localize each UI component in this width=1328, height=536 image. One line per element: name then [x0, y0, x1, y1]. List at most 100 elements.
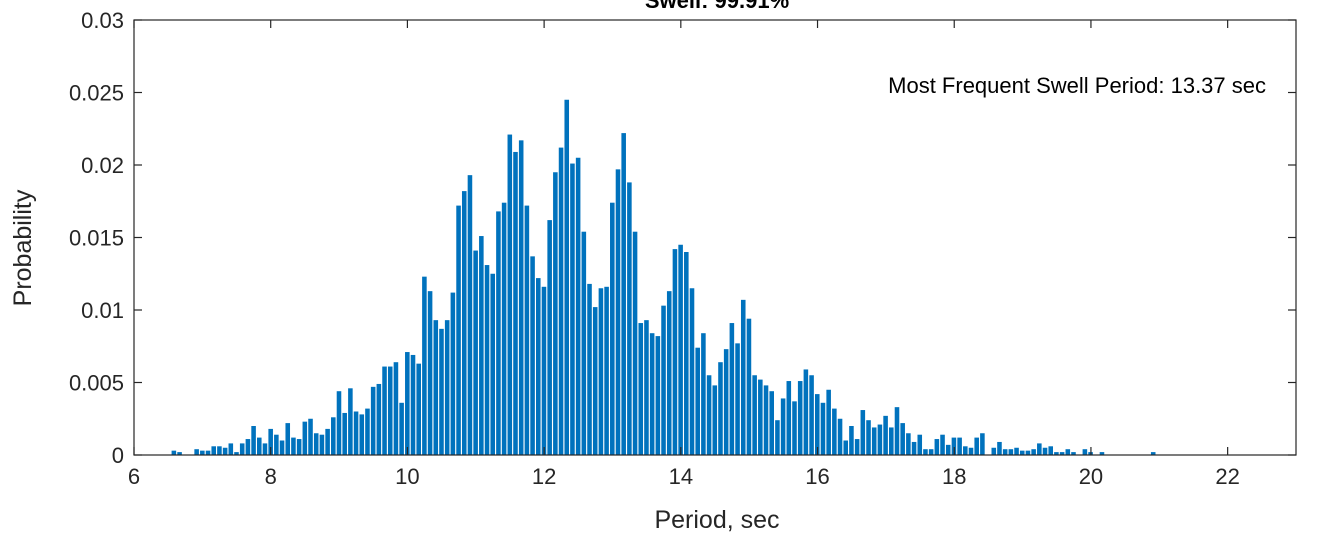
- histogram-bar: [678, 244, 683, 455]
- histogram-bar: [262, 443, 268, 455]
- histogram-bar: [1037, 443, 1042, 455]
- histogram-bar: [860, 410, 866, 455]
- histogram-bar: [854, 439, 860, 455]
- histogram-bar: [655, 336, 661, 455]
- histogram-bar: [536, 278, 541, 455]
- y-tick-label: 0.02: [81, 153, 124, 178]
- histogram-bar: [427, 291, 433, 455]
- y-tick-label: 0.005: [69, 371, 124, 396]
- histogram-bar: [843, 440, 849, 455]
- histogram-bar: [672, 249, 678, 455]
- histogram-bar: [450, 292, 456, 455]
- histogram-bar: [900, 423, 905, 455]
- histogram-bar: [325, 428, 330, 455]
- histogram-bar: [632, 231, 638, 455]
- histogram-bar: [365, 408, 370, 455]
- histogram-bar: [706, 375, 712, 455]
- histogram-bar: [911, 441, 917, 455]
- histogram-bar: [575, 157, 581, 455]
- histogram-bar: [461, 191, 467, 455]
- histogram-bar: [997, 441, 1002, 455]
- histogram-bar: [359, 414, 365, 455]
- x-tick-label: 6: [128, 464, 140, 489]
- histogram-bar: [797, 381, 803, 455]
- histogram-bar: [963, 446, 968, 455]
- histogram-bar: [410, 354, 416, 455]
- histogram-bar: [200, 450, 205, 455]
- histogram-bar: [940, 434, 945, 455]
- histogram-bar: [217, 446, 222, 455]
- y-tick-label: 0.025: [69, 81, 124, 106]
- histogram-bar: [234, 452, 239, 455]
- histogram-bar: [1014, 447, 1019, 455]
- histogram-bar: [319, 434, 325, 455]
- histogram-bar: [649, 333, 655, 455]
- histogram-bar: [501, 202, 507, 455]
- histogram-bar: [1054, 452, 1059, 455]
- histogram-bar: [524, 205, 530, 455]
- histogram-bar: [792, 401, 797, 455]
- histogram-bar: [353, 411, 359, 455]
- histogram-bar: [809, 375, 814, 455]
- histogram-bar: [849, 426, 854, 455]
- histogram-bar: [581, 231, 587, 455]
- bars-group: [171, 99, 1156, 456]
- histogram-bar: [348, 388, 353, 455]
- histogram-bar: [746, 318, 752, 455]
- histogram-bar: [291, 437, 296, 455]
- histogram-bar: [923, 449, 928, 455]
- histogram-bar: [194, 449, 199, 455]
- histogram-bar: [370, 386, 376, 455]
- histogram-bar: [285, 423, 291, 455]
- histogram-bar: [837, 418, 843, 455]
- histogram-bar: [991, 447, 997, 455]
- histogram-bar: [1002, 449, 1008, 455]
- histogram-bar: [615, 169, 621, 455]
- histogram-bar: [399, 402, 404, 455]
- histogram-bar: [228, 443, 234, 455]
- histogram-bar: [769, 391, 774, 455]
- histogram-bar: [496, 211, 501, 455]
- histogram-bar: [205, 450, 211, 455]
- x-tick-label: 20: [1079, 464, 1103, 489]
- y-axis-label: Probability: [9, 189, 37, 306]
- histogram-bar: [718, 362, 723, 455]
- histogram-bar: [405, 352, 410, 455]
- histogram-bar: [331, 417, 336, 455]
- histogram-bar: [957, 437, 962, 455]
- histogram-bar: [564, 99, 570, 455]
- histogram-bar: [780, 398, 786, 455]
- y-tick-label: 0.015: [69, 226, 124, 251]
- histogram-bar: [1042, 447, 1048, 455]
- histogram-bar: [820, 402, 826, 455]
- histogram-bar: [422, 276, 427, 455]
- histogram-bar: [1071, 452, 1076, 455]
- histogram-bar: [251, 426, 256, 455]
- histogram-bar: [484, 265, 490, 455]
- histogram-bar: [866, 420, 871, 455]
- y-tick-label: 0.03: [81, 8, 124, 33]
- histogram-bar: [570, 163, 575, 456]
- histogram-bar: [268, 428, 273, 455]
- histogram-bar: [928, 449, 934, 455]
- histogram-bar: [558, 147, 564, 455]
- histogram-bar: [644, 320, 649, 455]
- histogram-bar: [752, 375, 757, 455]
- histogram-bar: [177, 452, 182, 455]
- histogram-bar: [376, 383, 382, 455]
- histogram-bar: [814, 394, 820, 455]
- histogram-bar: [1150, 452, 1156, 455]
- histogram-bar: [1099, 452, 1105, 455]
- histogram-bar: [934, 439, 940, 455]
- histogram-bar: [871, 427, 877, 455]
- histogram-bar: [621, 133, 626, 455]
- histogram-bar: [257, 437, 262, 455]
- histogram-bar: [382, 366, 387, 455]
- histogram-bar: [945, 444, 951, 455]
- histogram-bar: [758, 379, 763, 455]
- chart-title: Swell: 99.91%: [645, 0, 789, 13]
- histogram-bar: [274, 434, 279, 455]
- histogram-bar: [433, 320, 439, 455]
- histogram-bar: [336, 391, 342, 455]
- x-tick-label: 16: [805, 464, 829, 489]
